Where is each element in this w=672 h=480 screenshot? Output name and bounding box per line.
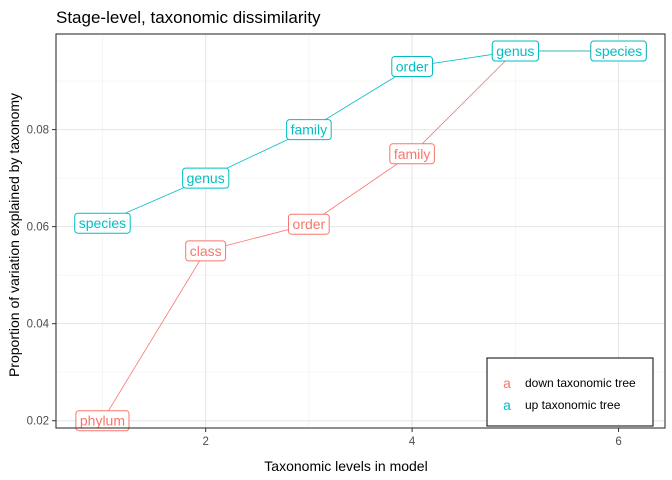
point-label-text: family — [394, 146, 431, 162]
point-label-box — [75, 410, 130, 432]
y-tick-label: 0.08 — [27, 125, 49, 137]
point-label: genus — [182, 167, 230, 189]
x-tick-label: 2 — [202, 436, 208, 448]
point-label-box — [491, 40, 539, 62]
point-label: phylum — [75, 410, 130, 432]
point-label-box — [182, 167, 230, 189]
point-label: family — [286, 119, 332, 141]
point-label-text: species — [79, 215, 126, 231]
point-label-text: order — [396, 59, 429, 75]
x-axis: 2 4 6 — [202, 428, 622, 448]
chart-title: Stage-level, taxonomic dissimilarity — [56, 8, 321, 27]
point-label: order — [288, 213, 330, 235]
point-label: order — [391, 56, 433, 77]
legend-label: up taxonomic tree — [525, 398, 621, 412]
point-label-box — [74, 212, 131, 234]
point-label-box — [286, 119, 332, 141]
point-label-text: genus — [496, 43, 534, 59]
point-label-box — [185, 240, 227, 262]
point-label: family — [389, 143, 435, 165]
point-label-box — [389, 143, 435, 165]
plot-border — [55, 33, 666, 429]
legend-label: down taxonomic tree — [525, 376, 636, 390]
y-tick-label: 0.04 — [27, 319, 50, 331]
point-label: species — [74, 212, 131, 234]
y-tick-label: 0.02 — [27, 416, 49, 428]
legend-key: a — [503, 375, 511, 391]
x-tick-label: 6 — [615, 436, 621, 448]
legend: a down taxonomic tree a up taxonomic tree — [486, 357, 654, 427]
point-label-text: genus — [187, 170, 225, 186]
y-tick-label: 0.06 — [27, 222, 49, 234]
point-label: species — [590, 40, 647, 62]
point-label: genus — [491, 40, 539, 62]
series-labels: phylum class order family genus species specie… — [74, 40, 647, 432]
legend-box — [486, 357, 654, 427]
point-label-text: family — [291, 122, 328, 138]
point-label-box — [590, 40, 647, 62]
point-label-text: class — [190, 243, 222, 259]
point-label-box — [391, 56, 433, 77]
y-axis: 0.02 0.04 0.06 0.08 — [27, 125, 56, 428]
point-label-text: phylum — [80, 413, 125, 429]
x-axis-title: Taxonomic levels in model — [264, 458, 427, 474]
point-label-box — [288, 213, 330, 235]
point-label-text: species — [595, 43, 642, 59]
point-label: class — [185, 240, 227, 262]
point-label-text: order — [293, 216, 326, 232]
x-tick-label: 4 — [409, 436, 416, 448]
legend-key: a — [503, 397, 511, 413]
y-axis-title: Proportion of variation explained by tax… — [6, 93, 22, 377]
